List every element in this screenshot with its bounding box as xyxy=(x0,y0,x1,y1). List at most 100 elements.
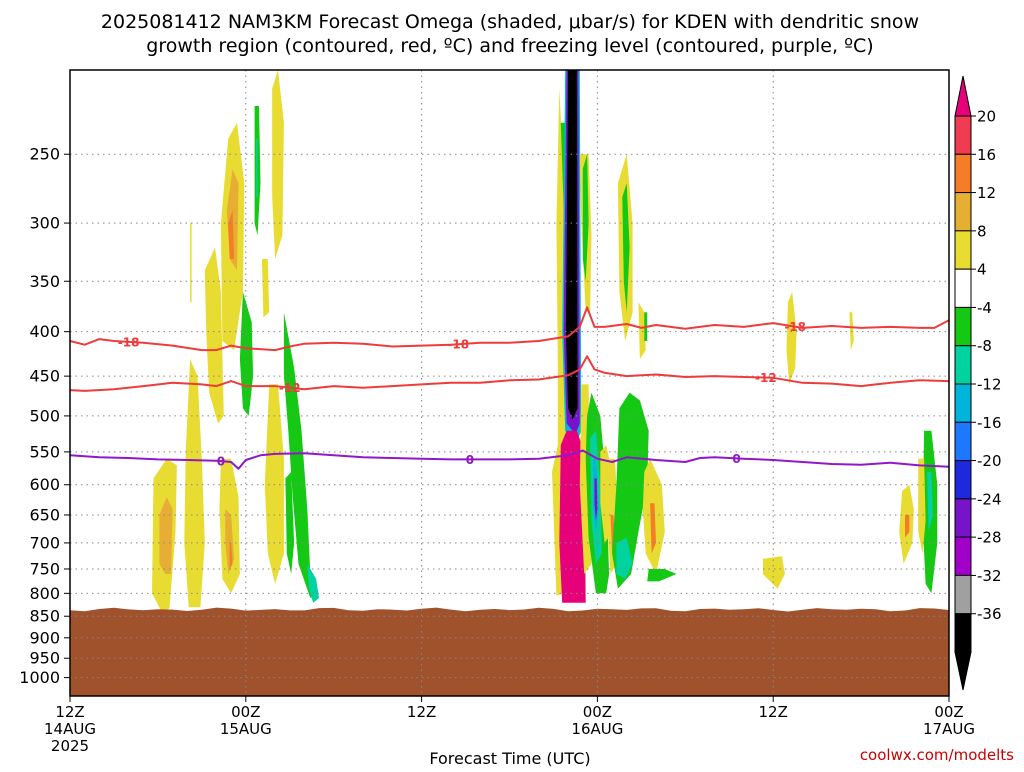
colorbar-label: -4 xyxy=(977,299,992,317)
contour-line-0 xyxy=(69,306,950,352)
omega-shade-region-35 xyxy=(622,183,630,313)
y-tick-label: 600 xyxy=(29,475,60,494)
x-tick-label: 00Z xyxy=(231,703,260,721)
terrain-fill xyxy=(70,607,949,696)
omega-shade-region-42 xyxy=(650,503,656,554)
colorbar-swatch xyxy=(954,153,972,194)
colorbar-swatch xyxy=(954,574,972,615)
contour-label: -18 xyxy=(784,320,806,334)
omega-shade-region-38 xyxy=(612,392,649,589)
chart-title-line-2: growth region (contoured, red, ºC) and f… xyxy=(146,35,873,57)
omega-colorbar: 20 16 12 8 4 -4 -8 -12 -16 -20 -24 -28 -32 -36 xyxy=(954,75,1002,691)
y-tick-label: 550 xyxy=(29,442,60,461)
colorbar-swatch xyxy=(954,268,972,308)
contour-line-1 xyxy=(69,355,950,392)
contour-label: 0 xyxy=(217,455,225,469)
credit-label: coolwx.com/modelts xyxy=(860,746,1014,764)
y-tick-label: 250 xyxy=(29,145,60,164)
colorbar-bottom-arrow xyxy=(954,651,972,691)
y-tick-label: 950 xyxy=(29,649,60,668)
colorbar-label: 8 xyxy=(977,222,987,240)
colorbar-swatch xyxy=(954,613,972,653)
below-ground-layer xyxy=(70,607,949,696)
x-tick-label: 14AUG xyxy=(44,720,96,738)
y-tick-label: 300 xyxy=(29,214,60,233)
colorbar-label: -12 xyxy=(977,376,1002,394)
x-tick-label: 00Z xyxy=(583,703,612,721)
omega-shade-region-51 xyxy=(927,471,933,532)
omega-shade-region-2 xyxy=(228,210,235,259)
colorbar-swatch xyxy=(954,498,972,538)
omega-shade-region-11 xyxy=(272,70,284,259)
colorbar-label: -16 xyxy=(977,414,1002,432)
omega-shade-region-40 xyxy=(638,302,646,359)
y-tick-label: 400 xyxy=(29,322,60,341)
colorbar-label: -20 xyxy=(977,452,1002,470)
contour-label: -12 xyxy=(755,371,777,385)
colorbar-swatch xyxy=(954,460,972,500)
omega-shade-region-25 xyxy=(559,430,586,603)
x-tick-label: 2025 xyxy=(51,737,89,755)
omega-shade-region-52 xyxy=(918,458,926,554)
colorbar-label: 20 xyxy=(977,108,996,126)
colorbar-swatch xyxy=(954,383,972,423)
y-tick-label: 350 xyxy=(29,272,60,291)
y-tick-label: 1000 xyxy=(19,668,60,687)
colorbar-swatch xyxy=(954,306,972,347)
y-tick-label: 700 xyxy=(29,533,60,552)
y-tick-label: 650 xyxy=(29,505,60,524)
colorbar-label: -28 xyxy=(977,529,1002,547)
gridlines xyxy=(69,70,950,696)
contour-label: -12 xyxy=(279,381,301,395)
x-tick-label: 12Z xyxy=(55,703,84,721)
omega-shading-layer xyxy=(152,70,938,617)
colorbar-label: 16 xyxy=(977,146,996,164)
omega-shade-region-16 xyxy=(239,291,254,416)
colorbar-label: -8 xyxy=(977,337,992,355)
omega-shade-region-15 xyxy=(256,138,258,197)
chart-title-line-1: 2025081412 NAM3KM Forecast Omega (shaded… xyxy=(101,11,919,33)
omega-shade-region-6 xyxy=(204,247,224,424)
colorbar-label: -24 xyxy=(977,490,1002,508)
omega-shade-region-10 xyxy=(190,223,192,303)
omega-shade-region-19 xyxy=(285,471,295,574)
y-tick-label: 750 xyxy=(29,559,60,578)
omega-shade-region-45 xyxy=(786,291,797,385)
colorbar-swatch xyxy=(954,345,972,385)
colorbar-swatch xyxy=(954,421,972,462)
colorbar-label: -36 xyxy=(977,605,1002,623)
y-tick-label: 900 xyxy=(29,628,60,647)
x-tick-label: 17AUG xyxy=(923,720,975,738)
pressure-axis: 250 300 350 400 450 500 550 600 650 700 750 800 850 9… xyxy=(19,145,70,687)
x-tick-label: 15AUG xyxy=(220,720,272,738)
plot-frame xyxy=(69,69,950,697)
y-tick-label: 800 xyxy=(29,584,60,603)
omega-shade-region-12 xyxy=(261,259,270,318)
omega-shade-region-49 xyxy=(905,515,910,538)
contour-layer: -18 -18 -18 -12 -12 0 0 0 xyxy=(69,306,950,470)
omega-shade-region-47 xyxy=(762,556,785,589)
omega-shade-region-17 xyxy=(283,312,318,598)
x-axis-label: Forecast Time (UTC) xyxy=(429,749,590,768)
y-tick-label: 450 xyxy=(29,367,60,386)
omega-shade-region-43 xyxy=(647,569,677,582)
omega-shade-region-18 xyxy=(307,563,319,603)
colorbar-swatch xyxy=(954,115,972,155)
omega-shade-region-32 xyxy=(582,154,589,282)
colorbar-top-arrow xyxy=(954,75,972,117)
omega-shade-region-31 xyxy=(594,478,598,521)
colorbar-swatch xyxy=(954,536,972,576)
x-tick-label: 12Z xyxy=(407,703,436,721)
x-tick-label: 16AUG xyxy=(571,720,623,738)
y-tick-label: 850 xyxy=(29,607,60,626)
omega-shade-region-14 xyxy=(254,106,261,236)
contour-label: 0 xyxy=(466,453,474,467)
x-tick-label: 00Z xyxy=(934,703,963,721)
colorbar-swatch xyxy=(954,230,972,270)
contour-line-2 xyxy=(69,449,950,470)
colorbar-label: 12 xyxy=(977,184,996,202)
colorbar-swatch xyxy=(954,192,972,232)
omega-shade-region-9 xyxy=(229,542,233,569)
